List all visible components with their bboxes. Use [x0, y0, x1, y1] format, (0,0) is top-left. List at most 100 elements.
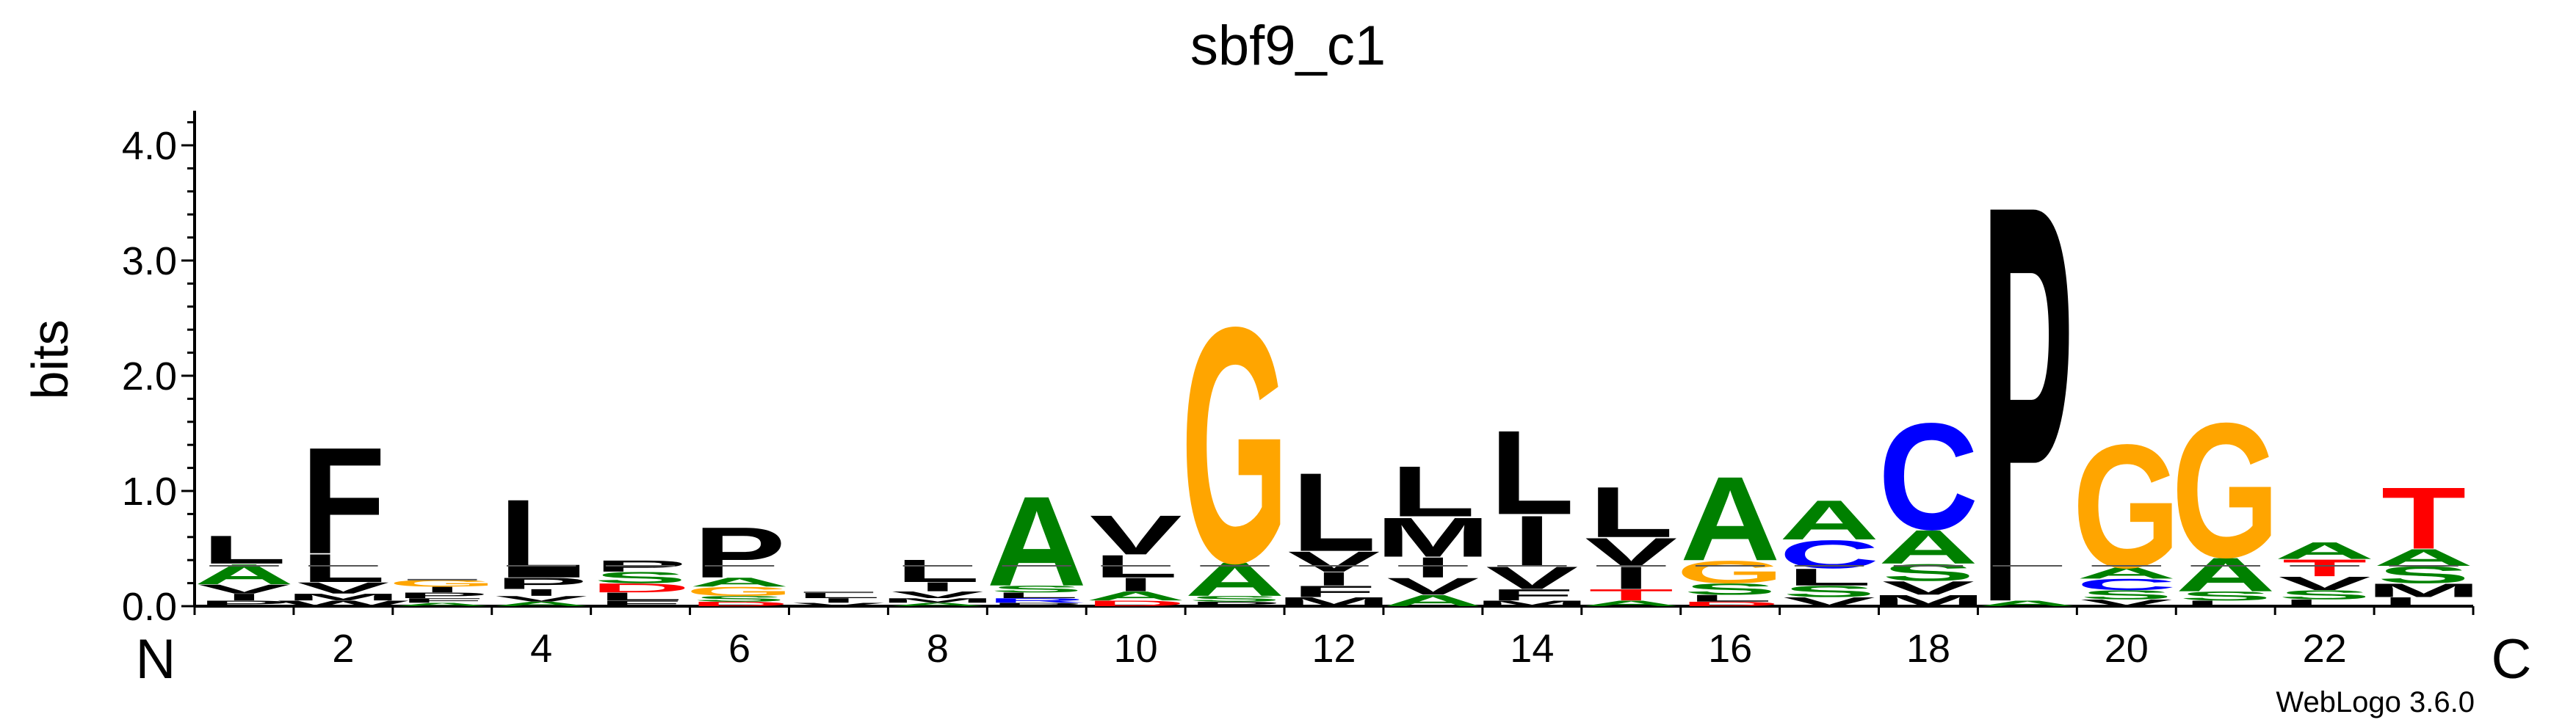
logo-stacks: PIVALWMVLFAFPIGAVIPLFLDSPDSGAPVILAMVILPR… — [194, 87, 2481, 721]
logo-letter-L: L — [1787, 564, 1871, 591]
logo-letter-G: G — [1676, 554, 1784, 590]
logo-letter-I: I — [919, 580, 957, 594]
logo-letter-V: V — [1783, 594, 1875, 608]
logo-letter-P: P — [396, 591, 488, 600]
logo-letter-A: A — [888, 602, 988, 607]
logo-letter-V: V — [495, 594, 587, 603]
logo-letter-A: A — [1680, 452, 1780, 586]
logo-letter-P: P — [1981, 87, 2074, 721]
logo-letter-V: V — [297, 579, 389, 597]
logo-stack-19: AP — [1978, 87, 2077, 721]
weblogo-credit: WebLogo 3.6.0 — [2276, 686, 2475, 718]
logo-letter-M: M — [2366, 580, 2481, 601]
logo-letter-P: P — [198, 599, 290, 608]
c-terminus-label: C — [2492, 628, 2532, 691]
logo-letter-M: M — [1870, 592, 1986, 609]
logo-letter-A: A — [2077, 564, 2177, 582]
logo-letter-A: A — [1581, 599, 1681, 608]
logo-letter-V: V — [1090, 503, 1182, 566]
logo-letter-S: S — [2179, 589, 2272, 603]
x-tick-label: 10 — [1114, 627, 1158, 671]
n-terminus-label: N — [136, 628, 176, 691]
logo-letter-S: S — [1684, 580, 1776, 598]
error-bars — [209, 565, 2459, 594]
logo-letter-V: V — [2279, 572, 2371, 594]
logo-letter-A: A — [1878, 520, 1978, 574]
logo-letter-G: G — [2171, 383, 2279, 597]
logo-letter-A: A — [194, 558, 294, 591]
y-tick-label: 0.0 — [122, 585, 177, 629]
logo-letter-D: D — [1680, 600, 1780, 608]
x-tick-label: 4 — [530, 627, 552, 671]
logo-letter-M: M — [880, 597, 995, 604]
x-tick-label: 2 — [332, 627, 354, 671]
logo-letter-A: A — [1184, 553, 1284, 606]
logo-letter-L: L — [1490, 406, 1574, 539]
logo-letter-F: F — [598, 599, 682, 608]
logo-letter-S: S — [1783, 583, 1875, 600]
x-tick-label: 20 — [2105, 627, 2149, 671]
logo-letter-I: I — [1513, 500, 1551, 581]
y-tick-label: 2.0 — [122, 354, 177, 398]
logo-letter-A: A — [1085, 589, 1185, 603]
logo-letter-P: P — [991, 602, 1083, 607]
y-tick-label: 4.0 — [122, 124, 177, 168]
logo-letter-V: V — [198, 582, 290, 596]
logo-letter-L: L — [994, 591, 1079, 600]
logo-letter-G: G — [2072, 408, 2180, 605]
logo-letter-I: I — [820, 597, 858, 604]
logo-letter-G: G — [388, 578, 496, 589]
logo-letter-S: S — [594, 569, 687, 586]
logo-letter-T: T — [1589, 586, 1674, 604]
logo-letter-D: D — [590, 581, 690, 595]
logo-letter-V: V — [1882, 578, 1975, 599]
logo-letter-G: G — [1181, 258, 1289, 633]
logo-letter-I: I — [1314, 568, 1353, 589]
logo-letter-V: V — [891, 589, 984, 600]
logo-letter-A: A — [1779, 489, 1879, 551]
logo-letter-F: F — [1292, 583, 1376, 600]
logo-letter-L: L — [301, 546, 386, 591]
logo-letter-T: T — [2282, 554, 2367, 581]
logo-letter-I: I — [423, 585, 461, 594]
logo-letter-L: L — [1292, 451, 1376, 575]
logo-letter-L: L — [499, 477, 584, 602]
logo-letter-M: M — [1276, 594, 1392, 608]
logo-letter-S: S — [2279, 588, 2371, 602]
logo-letter-C: C — [2077, 575, 2177, 593]
logo-letter-C: C — [1878, 393, 1978, 562]
logo-letter-I: I — [225, 592, 263, 603]
logo-letter-L: L — [1391, 451, 1475, 532]
x-tick-label: 6 — [728, 627, 750, 671]
logo-letter-L: L — [1687, 593, 1772, 604]
logo-letter-L: L — [895, 553, 980, 589]
logo-letter-S: S — [991, 583, 1083, 594]
logo-letter-M: M — [1375, 506, 1491, 569]
logo-letter-M: M — [286, 592, 401, 603]
logo-letter-A: A — [690, 575, 789, 589]
logo-letter-V: V — [1386, 573, 1479, 600]
logo-letter-T: T — [2381, 469, 2466, 567]
logo-letter-L: L — [598, 590, 682, 603]
logo-letter-W: W — [278, 599, 409, 608]
logo-letter-V: V — [1288, 546, 1381, 578]
y-tick-label: 1.0 — [122, 470, 177, 514]
logo-letter-S: S — [2080, 588, 2173, 602]
chart-title: sbf9_c1 — [1190, 15, 1386, 77]
logo-stack-7: VIL — [792, 591, 885, 607]
logo-letter-L: L — [202, 528, 286, 572]
x-tick-label: 16 — [1708, 627, 1752, 671]
